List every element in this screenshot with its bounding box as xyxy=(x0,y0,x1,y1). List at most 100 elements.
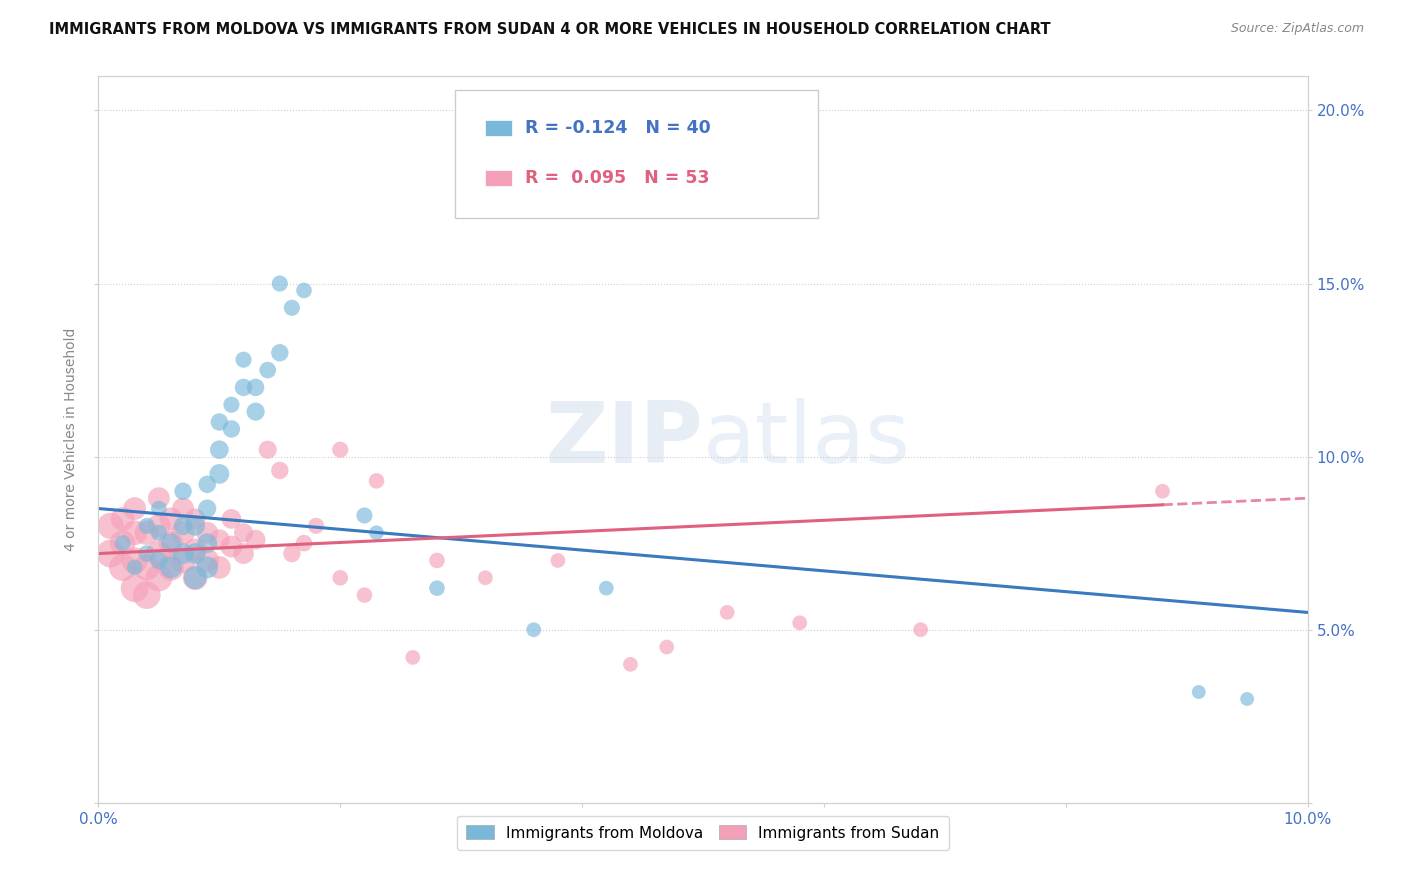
Point xyxy=(245,404,267,418)
Point xyxy=(329,442,352,457)
Point xyxy=(245,533,267,547)
Point xyxy=(160,536,183,550)
Point xyxy=(655,640,678,654)
Point xyxy=(281,547,304,561)
Point xyxy=(135,588,157,602)
Point xyxy=(111,536,134,550)
Point xyxy=(148,547,170,561)
Text: IMMIGRANTS FROM MOLDOVA VS IMMIGRANTS FROM SUDAN 4 OR MORE VEHICLES IN HOUSEHOLD: IMMIGRANTS FROM MOLDOVA VS IMMIGRANTS FR… xyxy=(49,22,1050,37)
Point xyxy=(1152,484,1174,499)
Text: ZIP: ZIP xyxy=(546,398,703,481)
Y-axis label: 4 or more Vehicles in Household: 4 or more Vehicles in Household xyxy=(65,327,79,551)
Point xyxy=(184,543,207,558)
Point xyxy=(269,345,291,359)
Point xyxy=(245,380,267,394)
Point xyxy=(366,474,388,488)
Point xyxy=(281,301,304,315)
Point xyxy=(789,615,811,630)
Text: Source: ZipAtlas.com: Source: ZipAtlas.com xyxy=(1230,22,1364,36)
Point xyxy=(353,508,375,523)
Point xyxy=(124,553,146,567)
Point xyxy=(100,519,122,533)
Point xyxy=(124,581,146,595)
Point xyxy=(148,525,170,540)
Point xyxy=(305,519,328,533)
FancyBboxPatch shape xyxy=(456,90,818,218)
Point xyxy=(474,571,496,585)
Point xyxy=(221,512,243,526)
Point xyxy=(195,536,218,550)
Point xyxy=(172,553,194,567)
Point xyxy=(195,501,218,516)
Point xyxy=(208,533,231,547)
Point xyxy=(269,463,291,477)
Point xyxy=(292,536,315,550)
Point xyxy=(124,560,146,574)
Point xyxy=(172,501,194,516)
Point xyxy=(172,525,194,540)
Point xyxy=(232,352,254,367)
Point xyxy=(135,547,157,561)
Point xyxy=(100,547,122,561)
Point xyxy=(124,525,146,540)
Text: atlas: atlas xyxy=(703,398,911,481)
Point xyxy=(353,588,375,602)
Point xyxy=(148,571,170,585)
Point xyxy=(292,284,315,298)
Point xyxy=(329,571,352,585)
Point xyxy=(184,547,207,561)
Point xyxy=(160,560,183,574)
Point xyxy=(232,547,254,561)
Point xyxy=(1236,692,1258,706)
FancyBboxPatch shape xyxy=(485,120,512,136)
Point xyxy=(184,571,207,585)
Point xyxy=(195,525,218,540)
Point xyxy=(135,525,157,540)
Point xyxy=(221,422,243,436)
Point xyxy=(269,277,291,291)
Point xyxy=(148,501,170,516)
FancyBboxPatch shape xyxy=(485,169,512,186)
Point xyxy=(716,606,738,620)
Point xyxy=(195,560,218,574)
Point xyxy=(366,525,388,540)
Point xyxy=(195,477,218,491)
Point xyxy=(172,547,194,561)
Point xyxy=(111,512,134,526)
Point xyxy=(184,519,207,533)
Point xyxy=(111,536,134,550)
Legend: Immigrants from Moldova, Immigrants from Sudan: Immigrants from Moldova, Immigrants from… xyxy=(457,816,949,850)
Point xyxy=(111,560,134,574)
Point xyxy=(910,623,932,637)
Point xyxy=(160,560,183,574)
Point xyxy=(208,415,231,429)
Point xyxy=(232,380,254,394)
Point xyxy=(148,519,170,533)
Point xyxy=(256,442,278,457)
Point xyxy=(184,512,207,526)
Point xyxy=(148,491,170,505)
Point xyxy=(172,519,194,533)
Point xyxy=(523,623,546,637)
Point xyxy=(208,442,231,457)
Text: R = -0.124   N = 40: R = -0.124 N = 40 xyxy=(526,120,711,137)
Point xyxy=(402,650,425,665)
Point xyxy=(221,398,243,412)
Point xyxy=(619,657,641,672)
Point xyxy=(232,525,254,540)
Point xyxy=(256,363,278,377)
Point xyxy=(547,553,569,567)
Point xyxy=(172,484,194,499)
Point xyxy=(1188,685,1211,699)
Point xyxy=(124,501,146,516)
Point xyxy=(195,553,218,567)
Point xyxy=(595,581,617,595)
Text: R =  0.095   N = 53: R = 0.095 N = 53 xyxy=(526,169,710,186)
Point xyxy=(148,553,170,567)
Point xyxy=(160,512,183,526)
Point xyxy=(135,519,157,533)
Point xyxy=(221,540,243,554)
Point xyxy=(135,560,157,574)
Point xyxy=(208,467,231,481)
Point xyxy=(426,553,449,567)
